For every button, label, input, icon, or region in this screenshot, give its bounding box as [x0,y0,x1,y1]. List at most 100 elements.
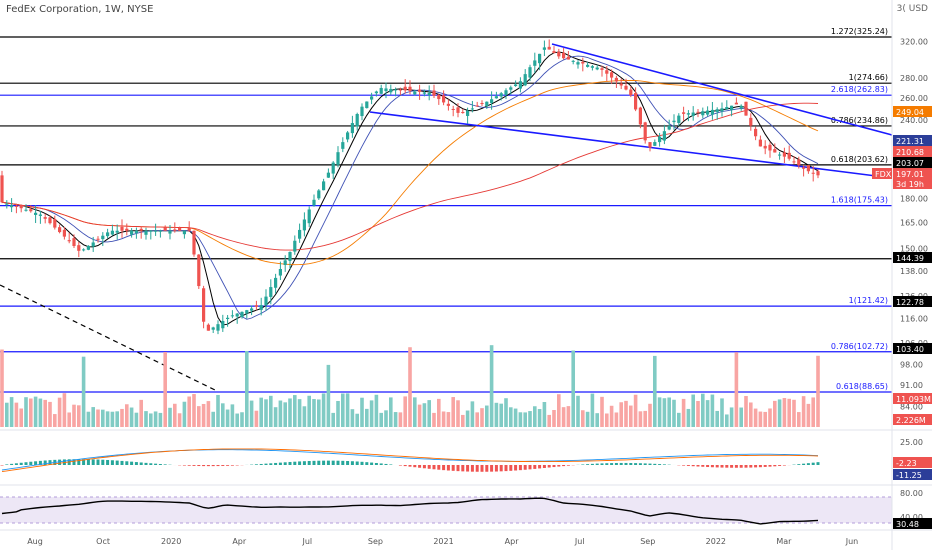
candle[interactable] [120,219,124,238]
candle[interactable] [96,236,100,243]
candle[interactable] [34,205,38,224]
candle[interactable] [245,309,249,319]
candle[interactable] [744,101,748,116]
candle[interactable] [696,108,700,118]
candle[interactable] [523,69,527,87]
candle[interactable] [566,51,570,60]
candle[interactable] [442,90,446,106]
candle[interactable] [610,69,614,84]
candle[interactable] [787,145,791,161]
candle[interactable] [667,119,671,131]
candle[interactable] [259,297,263,316]
candle[interactable] [816,169,820,179]
candle[interactable] [581,57,585,72]
candle[interactable] [192,230,196,257]
candle[interactable] [706,106,710,117]
candle[interactable] [365,101,369,109]
candle[interactable] [499,91,503,101]
candle[interactable] [264,289,268,311]
candle[interactable] [374,90,378,97]
candle[interactable] [235,312,239,324]
candle[interactable] [158,229,162,238]
candle[interactable] [634,87,638,112]
candle[interactable] [490,91,494,110]
candle[interactable] [470,100,474,113]
candle[interactable] [658,132,662,147]
candle[interactable] [715,107,719,120]
candle[interactable] [763,140,767,155]
candle[interactable] [643,121,647,144]
candle[interactable] [528,64,532,82]
candle[interactable] [149,230,153,240]
candle[interactable] [278,261,282,281]
candle[interactable] [72,234,76,248]
candle[interactable] [350,115,354,138]
candle[interactable] [38,210,42,224]
candle[interactable] [230,310,234,319]
candle[interactable] [792,155,796,165]
candle[interactable] [797,156,801,169]
candle[interactable] [605,66,609,82]
candle[interactable] [139,226,143,239]
candle[interactable] [802,164,806,177]
candle[interactable] [341,137,345,153]
candle[interactable] [302,212,306,237]
candle[interactable] [336,146,340,168]
candle[interactable] [346,130,350,143]
candle[interactable] [701,107,705,119]
candle[interactable] [672,114,676,130]
candle[interactable] [398,87,402,96]
candle[interactable] [288,251,292,269]
candle[interactable] [48,215,52,225]
candle[interactable] [86,245,90,251]
candle[interactable] [720,102,724,117]
candle[interactable] [437,93,441,105]
candle[interactable] [432,84,436,98]
candle[interactable] [557,48,561,59]
candle[interactable] [173,222,177,233]
candle[interactable] [101,232,105,247]
candle[interactable] [480,100,484,106]
candle[interactable] [725,100,729,110]
candle[interactable] [403,79,407,94]
candle[interactable] [269,279,273,305]
candle[interactable] [62,226,66,240]
candle[interactable] [130,228,134,238]
candle[interactable] [67,232,71,244]
candle[interactable] [250,305,254,316]
candle[interactable] [168,225,172,240]
trendline[interactable] [551,43,893,136]
candle[interactable] [240,311,244,319]
candle[interactable] [211,326,215,334]
candle[interactable] [648,142,652,152]
candle[interactable] [14,203,18,214]
candle[interactable] [355,112,359,131]
candle[interactable] [19,204,23,213]
candle[interactable] [485,101,489,109]
candle[interactable] [427,85,431,101]
candle[interactable] [494,91,498,99]
candle[interactable] [408,80,412,95]
candle[interactable] [43,213,47,224]
candle[interactable] [77,241,81,258]
candle[interactable] [638,106,642,129]
candle[interactable] [202,285,206,329]
candle[interactable] [806,165,810,174]
candle[interactable] [691,106,695,121]
candle[interactable] [778,151,782,160]
candle[interactable] [182,230,186,239]
candle[interactable] [686,110,690,122]
candle[interactable] [773,143,777,153]
candle[interactable] [514,80,518,87]
candle[interactable] [624,78,628,91]
candle[interactable] [293,235,297,255]
candle[interactable] [739,104,743,111]
candle[interactable] [562,47,566,60]
candle[interactable] [456,103,460,118]
candle[interactable] [595,64,599,71]
candle[interactable] [547,39,551,50]
candle[interactable] [163,225,167,231]
candle[interactable] [730,105,734,117]
candle[interactable] [509,85,513,95]
